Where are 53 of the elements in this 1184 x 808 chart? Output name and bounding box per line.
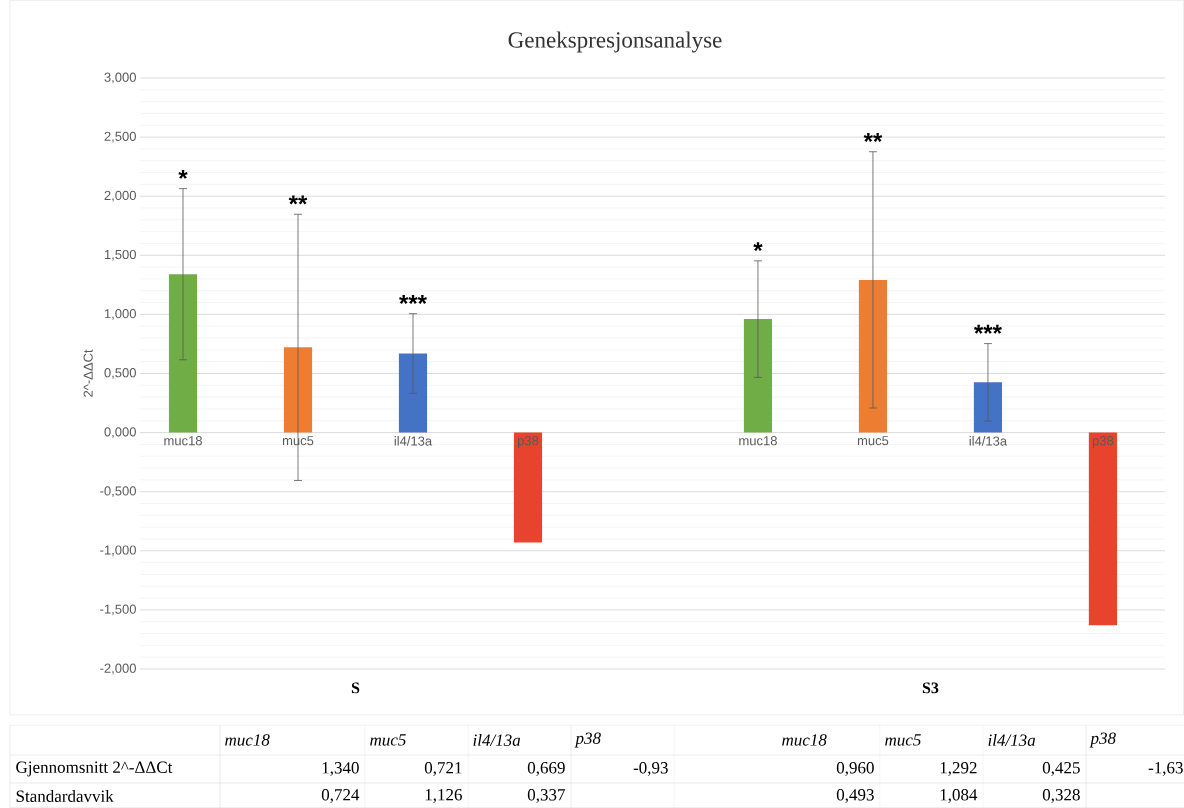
text: 1,292 <box>940 762 977 776</box>
x-tick-label: il4/13a <box>394 436 433 446</box>
text: -1,63 <box>1148 762 1183 776</box>
text: -0,93 <box>633 762 668 776</box>
text: 0,328 <box>1042 789 1080 803</box>
text: Standardavvik <box>16 790 114 802</box>
annotation: *** <box>973 324 1002 334</box>
category-label: il4/13a <box>473 734 521 746</box>
text: S <box>351 682 360 694</box>
text: 1,340 <box>322 762 359 776</box>
annotation: ** <box>288 195 308 205</box>
annotation: * <box>753 242 763 252</box>
y-axis-title: 2^-ΔΔCt <box>83 349 93 397</box>
text: 0,960 <box>836 762 874 776</box>
y-tick-label: -1,000 <box>100 545 136 557</box>
category-label: il4/13a <box>988 734 1036 746</box>
y-tick-label: 2,000 <box>104 190 136 202</box>
text: 1,126 <box>425 789 462 803</box>
y-tick-label: 0,000 <box>104 427 136 438</box>
y-tick-label: 3,000 <box>104 72 136 84</box>
text: 1,084 <box>940 789 978 803</box>
y-tick-label: 2,500 <box>104 131 136 143</box>
category-label: muc5 <box>885 734 921 746</box>
chart-title: Genekspresjonsanalyse <box>508 31 722 53</box>
y-tick-label: 1,500 <box>104 249 136 261</box>
text: 0,337 <box>527 789 565 803</box>
text: 0,721 <box>424 762 462 776</box>
category-label: muc5 <box>370 734 406 746</box>
x-tick-label: muc18 <box>164 436 202 446</box>
category-label: p38 <box>1089 732 1116 748</box>
y-tick-label: 0,500 <box>104 368 136 379</box>
x-tick-label: muc5 <box>282 436 314 446</box>
y-tick-label: -1,500 <box>100 604 136 616</box>
text: 0,724 <box>321 789 360 803</box>
x-tick-label: il4/13a <box>969 436 1008 446</box>
text: Gjennomsnitt 2^-ΔΔCt <box>16 761 173 777</box>
category-label: p38 <box>574 732 601 748</box>
category-label: muc18 <box>225 734 270 746</box>
annotation: * <box>178 169 188 179</box>
category-label: muc18 <box>782 734 827 746</box>
x-tick-label: muc5 <box>857 436 889 446</box>
x-tick-label: p38 <box>1092 436 1114 448</box>
annotation: *** <box>399 294 427 304</box>
text: 0,493 <box>836 789 874 803</box>
x-tick-label: p38 <box>517 436 539 448</box>
text: 0,669 <box>527 762 565 776</box>
annotation: ** <box>863 133 883 142</box>
y-tick-label: -0,500 <box>100 486 136 498</box>
x-tick-label: muc18 <box>739 436 777 446</box>
y-tick-label: -2,000 <box>100 663 136 675</box>
text: S3 <box>922 682 939 694</box>
text: 0,425 <box>1042 762 1080 776</box>
y-tick-label: 1,000 <box>104 309 136 320</box>
